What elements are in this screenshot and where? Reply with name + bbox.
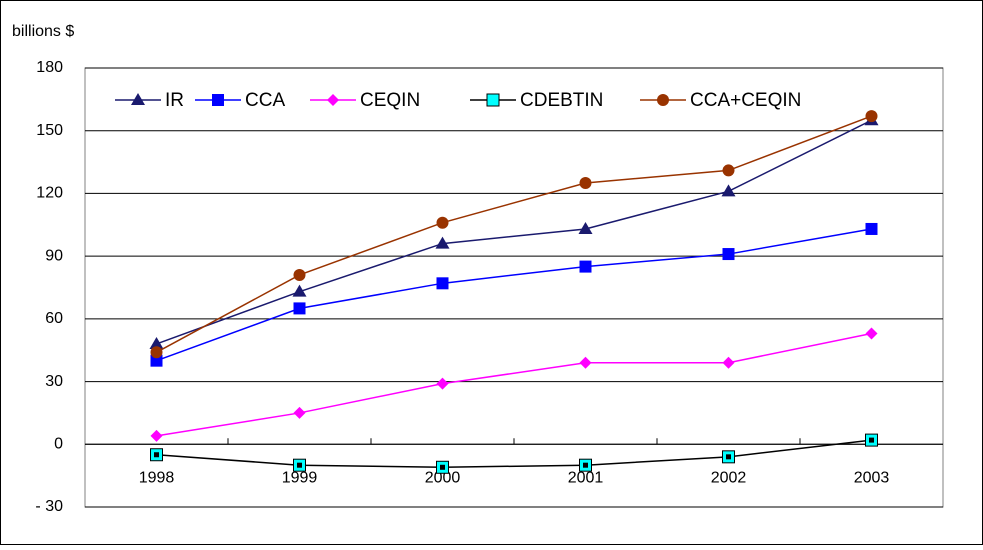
x-tick-label: 2000 [425,470,461,487]
legend-label: CCA [245,90,285,111]
data-point [722,248,735,261]
series-line [156,439,872,469]
legend-label: CCA+CEQIN [690,90,801,111]
data-point [293,302,306,315]
data-point [149,336,164,349]
data-point-center [297,462,302,468]
legend-marker [657,94,669,106]
data-point [150,354,163,367]
x-tick-label: 1998 [139,470,175,487]
series-line [156,119,872,345]
data-point [435,236,450,249]
y-tick-label: 120 [36,185,63,202]
x-tick-label: 1999 [282,470,318,487]
data-point [579,176,592,189]
data-point [150,346,163,359]
y-tick-label: 30 [45,373,63,390]
data-point [436,277,449,290]
series-line [156,332,872,437]
data-point [292,284,307,297]
x-tick-label: 2001 [568,470,604,487]
data-point [578,221,593,234]
data-point [865,110,878,123]
y-tick-label: 90 [45,247,63,264]
data-point [579,356,592,369]
x-tick-label: 2002 [711,470,747,487]
series-line [156,228,872,362]
data-point [579,260,592,273]
x-tick-label: 2003 [854,470,890,487]
legend-marker [212,94,224,106]
legend-label: IR [165,90,184,111]
data-point-center [869,437,874,443]
data-point [865,222,878,235]
series-line [156,115,872,353]
y-axis-label: billions $ [12,23,74,40]
data-point [150,429,163,442]
y-tick-label: - 30 [35,498,63,515]
data-point [865,327,878,340]
data-point-center [440,464,445,470]
y-tick-label: 150 [36,122,63,139]
data-point-center [154,452,159,458]
legend-label: CDEBTIN [520,90,603,111]
data-point [293,406,306,419]
data-point [722,164,735,177]
y-tick-label: 180 [36,59,63,76]
legend-marker [327,94,339,106]
data-point-center [583,462,588,468]
data-point [722,356,735,369]
legend-marker [131,93,145,105]
legend-label: CEQIN [360,90,420,111]
y-tick-label: 60 [45,310,63,327]
data-point [436,216,449,229]
data-point [436,377,449,390]
data-point [293,268,306,281]
legend-marker [486,93,500,107]
data-point [721,184,736,197]
data-point-center [726,454,731,460]
y-tick-label: 0 [54,436,63,453]
